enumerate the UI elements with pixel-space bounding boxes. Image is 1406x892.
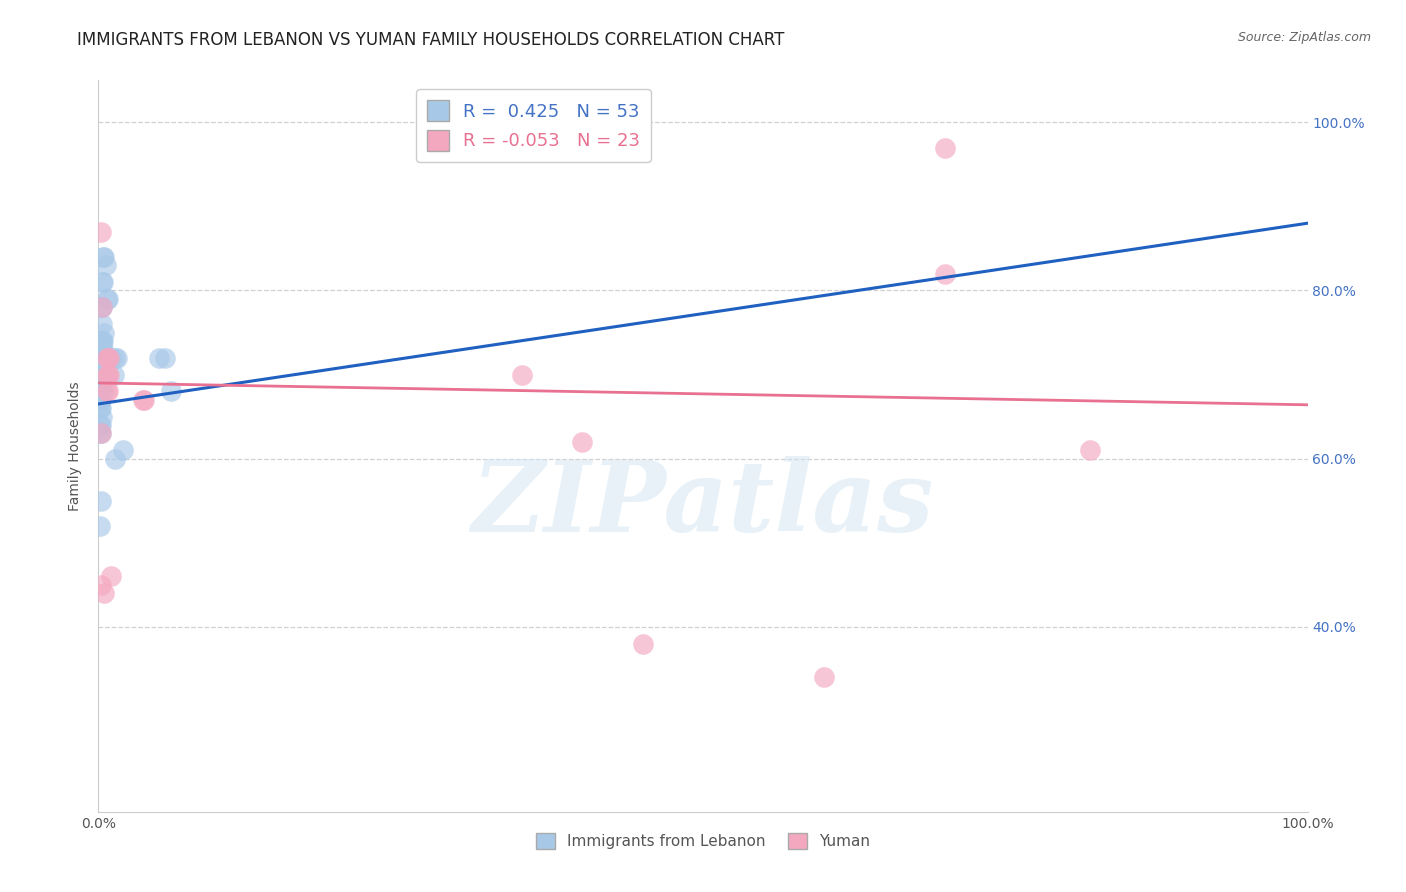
Point (90, 578, 112, 592)
Point (89, 376, 111, 390)
Point (89, 401, 111, 416)
Point (91, 275, 114, 289)
Point (90, 493, 112, 508)
Point (97, 351, 120, 365)
Point (91, 343, 114, 357)
Point (91, 409, 114, 424)
Point (1078, 443, 1101, 458)
Point (510, 368, 533, 382)
Point (90, 401, 112, 416)
Point (91, 384, 114, 399)
Point (104, 351, 127, 365)
Point (96, 384, 118, 399)
Point (98, 351, 121, 365)
Point (934, 140, 956, 154)
Point (91, 343, 114, 357)
Point (91, 359, 114, 373)
Point (89, 417, 111, 432)
Point (90, 225, 112, 239)
Point (571, 434, 593, 449)
Point (90, 368, 112, 382)
Point (132, 392, 155, 407)
Point (148, 351, 170, 365)
Point (631, 636, 654, 650)
Point (90, 351, 112, 365)
Point (90, 392, 112, 407)
Point (91, 250, 114, 264)
Point (97, 384, 120, 399)
Point (91, 275, 114, 289)
Point (93, 250, 115, 264)
Point (134, 392, 156, 407)
Point (93, 586, 115, 600)
Point (104, 451, 127, 466)
Point (96, 292, 118, 306)
Point (98, 368, 121, 382)
Point (91, 334, 114, 348)
Point (91, 334, 114, 348)
Point (89, 392, 111, 407)
Text: ZIPatlas: ZIPatlas (472, 457, 934, 553)
Point (153, 351, 176, 365)
Point (90, 426, 112, 441)
Point (160, 384, 183, 399)
Point (94, 258, 117, 272)
Point (100, 569, 122, 583)
Point (97, 292, 120, 306)
Point (90, 359, 112, 373)
Point (91, 300, 114, 314)
Point (89, 426, 111, 441)
Point (90, 417, 112, 432)
Point (111, 443, 134, 458)
Point (100, 351, 122, 365)
Point (89, 359, 111, 373)
Point (90, 334, 112, 348)
Point (105, 351, 128, 365)
Point (90, 384, 112, 399)
Point (89, 368, 111, 382)
Point (89, 519, 111, 533)
Text: IMMIGRANTS FROM LEBANON VS YUMAN FAMILY HOUSEHOLDS CORRELATION CHART: IMMIGRANTS FROM LEBANON VS YUMAN FAMILY … (77, 31, 785, 49)
Point (89, 343, 111, 357)
Point (934, 267, 956, 281)
Point (91, 334, 114, 348)
Point (96, 351, 118, 365)
Point (813, 670, 835, 684)
Point (97, 368, 120, 382)
Legend: Immigrants from Lebanon, Yuman: Immigrants from Lebanon, Yuman (530, 827, 876, 855)
Point (93, 326, 115, 340)
Point (96, 368, 118, 382)
Point (103, 368, 125, 382)
Point (91, 384, 114, 399)
Point (90, 426, 112, 441)
Point (91, 317, 114, 331)
Point (97, 351, 120, 365)
Point (90, 300, 112, 314)
Point (90, 368, 112, 382)
Point (90, 343, 112, 357)
Y-axis label: Family Households: Family Households (69, 381, 83, 511)
Text: Source: ZipAtlas.com: Source: ZipAtlas.com (1237, 31, 1371, 45)
Point (98, 351, 121, 365)
Point (91, 300, 114, 314)
